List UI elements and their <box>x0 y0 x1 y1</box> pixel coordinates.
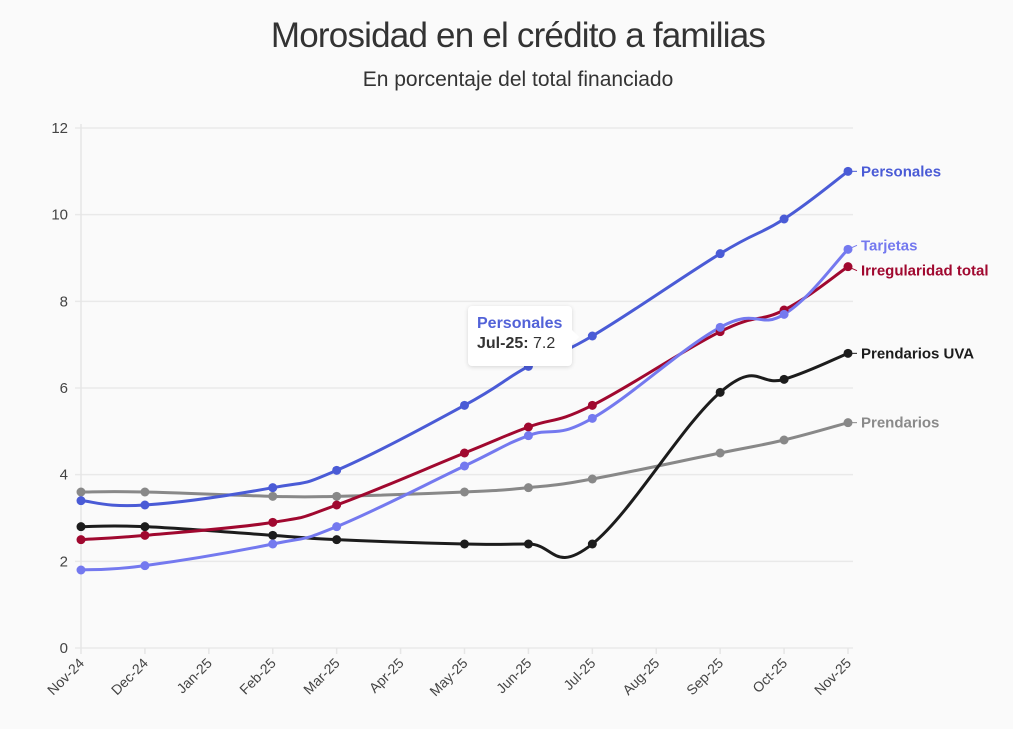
chart-subtitle: En porcentaje del total financiado <box>362 68 674 91</box>
data-point-prendarios[interactable] <box>76 487 86 497</box>
x-tick-label: Nov-24 <box>44 655 87 698</box>
series-line-tarjetas <box>79 247 850 572</box>
x-tick-label: Aug-25 <box>619 655 662 698</box>
data-point-prendarios-uva[interactable] <box>460 539 469 549</box>
x-tick-label: Oct-25 <box>749 655 790 696</box>
data-point-prendarios-uva[interactable] <box>332 535 342 545</box>
data-point-tarjetas[interactable] <box>715 322 725 332</box>
data-point-prendarios[interactable] <box>779 435 789 445</box>
x-tick-label: Feb-25 <box>236 655 279 698</box>
data-point-irregularidad-total[interactable] <box>76 535 86 545</box>
data-point-prendarios[interactable] <box>523 483 533 493</box>
x-tick-label: Jun-25 <box>493 655 535 697</box>
tooltip-value: 7.2 <box>533 335 556 352</box>
data-point-irregularidad-total[interactable] <box>523 422 533 432</box>
data-point-prendarios-uva[interactable] <box>76 522 86 532</box>
gridlines <box>75 127 853 649</box>
x-tick-label: May-25 <box>426 655 470 699</box>
data-point-personales[interactable] <box>779 214 789 224</box>
data-point-personales[interactable] <box>76 496 86 506</box>
data-point-prendarios-uva[interactable] <box>715 387 725 397</box>
series-labels: Prendarios Prendarios UVA Irregularidad to… <box>847 163 989 432</box>
x-axis: Nov-24 Dec-24 Jan-25 Feb-25 Mar-25 Apr-25 May-… <box>44 648 854 699</box>
tooltip: Personales Jul-25: 7.2 <box>468 306 579 366</box>
data-point-tarjetas[interactable] <box>779 309 789 319</box>
y-tick-label: 10 <box>51 207 68 224</box>
data-point-irregularidad-total[interactable] <box>268 517 278 527</box>
x-tick-label: Dec-24 <box>108 655 151 698</box>
y-tick-label: 6 <box>60 380 68 397</box>
series-points <box>76 166 853 575</box>
label-connector <box>847 266 858 272</box>
x-tick-label: Apr-25 <box>366 655 407 696</box>
x-tick-label: Nov-25 <box>811 655 854 698</box>
series-lines <box>79 169 850 572</box>
data-point-tarjetas[interactable] <box>523 431 533 441</box>
x-tick-label: Mar-25 <box>300 655 343 698</box>
data-point-personales[interactable] <box>715 249 725 259</box>
data-point-prendarios-uva[interactable] <box>523 539 533 549</box>
y-tick-label: 0 <box>60 640 68 657</box>
tooltip-value-line: Jul-25: 7.2 <box>477 335 563 353</box>
y-tick-label: 12 <box>51 120 68 137</box>
data-point-personales[interactable] <box>587 331 597 341</box>
chart-title: Morosidad en el crédito a familias <box>270 16 766 55</box>
data-point-tarjetas[interactable] <box>268 539 278 549</box>
series-label-tarjetas: Tarjetas <box>861 237 917 254</box>
series-line-irregularidad-total <box>79 265 850 542</box>
data-point-irregularidad-total[interactable] <box>460 448 469 458</box>
data-point-tarjetas[interactable] <box>332 522 342 532</box>
data-point-prendarios-uva[interactable] <box>140 522 150 532</box>
label-connector <box>847 244 858 250</box>
data-point-prendarios[interactable] <box>140 487 150 497</box>
series-line-prendarios <box>79 421 850 499</box>
data-point-prendarios-uva[interactable] <box>587 539 597 549</box>
data-point-personales[interactable] <box>460 400 469 410</box>
series-label-prendarios: Prendarios <box>861 415 939 432</box>
x-tick-label: Sep-25 <box>683 655 726 698</box>
series-line-personales <box>79 169 850 508</box>
y-tick-label: 8 <box>60 293 68 310</box>
data-point-prendarios[interactable] <box>332 491 342 501</box>
x-tick-label: Jul-25 <box>560 655 598 693</box>
data-point-irregularidad-total[interactable] <box>140 530 150 540</box>
data-point-tarjetas[interactable] <box>587 413 597 423</box>
data-point-tarjetas[interactable] <box>140 561 150 571</box>
y-tick-label: 4 <box>60 467 68 484</box>
data-point-tarjetas[interactable] <box>460 461 469 471</box>
data-point-prendarios[interactable] <box>587 474 597 484</box>
series-line-prendarios-uva <box>79 351 850 559</box>
data-point-personales[interactable] <box>140 500 150 510</box>
series-label-prendarios-uva: Prendarios UVA <box>861 345 974 362</box>
data-point-prendarios-uva[interactable] <box>268 530 278 540</box>
series-label-personales: Personales <box>861 163 941 180</box>
data-point-personales[interactable] <box>332 465 342 475</box>
data-point-prendarios[interactable] <box>460 487 469 497</box>
data-point-personales[interactable] <box>268 483 278 493</box>
data-point-tarjetas[interactable] <box>76 565 86 575</box>
data-point-irregularidad-total[interactable] <box>587 400 597 410</box>
x-tick-label: Jan-25 <box>173 655 215 697</box>
tooltip-series-name: Personales <box>477 315 563 332</box>
y-tick-label: 2 <box>60 553 68 570</box>
y-axis: 0 2 4 6 8 10 12 <box>51 120 82 657</box>
data-point-irregularidad-total[interactable] <box>332 500 342 510</box>
tooltip-category: Jul-25: <box>477 335 529 352</box>
data-point-prendarios-uva[interactable] <box>779 374 789 384</box>
series-label-irregularidad-total: Irregularidad total <box>861 263 989 280</box>
data-point-prendarios[interactable] <box>715 448 725 458</box>
data-point-prendarios[interactable] <box>268 491 278 501</box>
